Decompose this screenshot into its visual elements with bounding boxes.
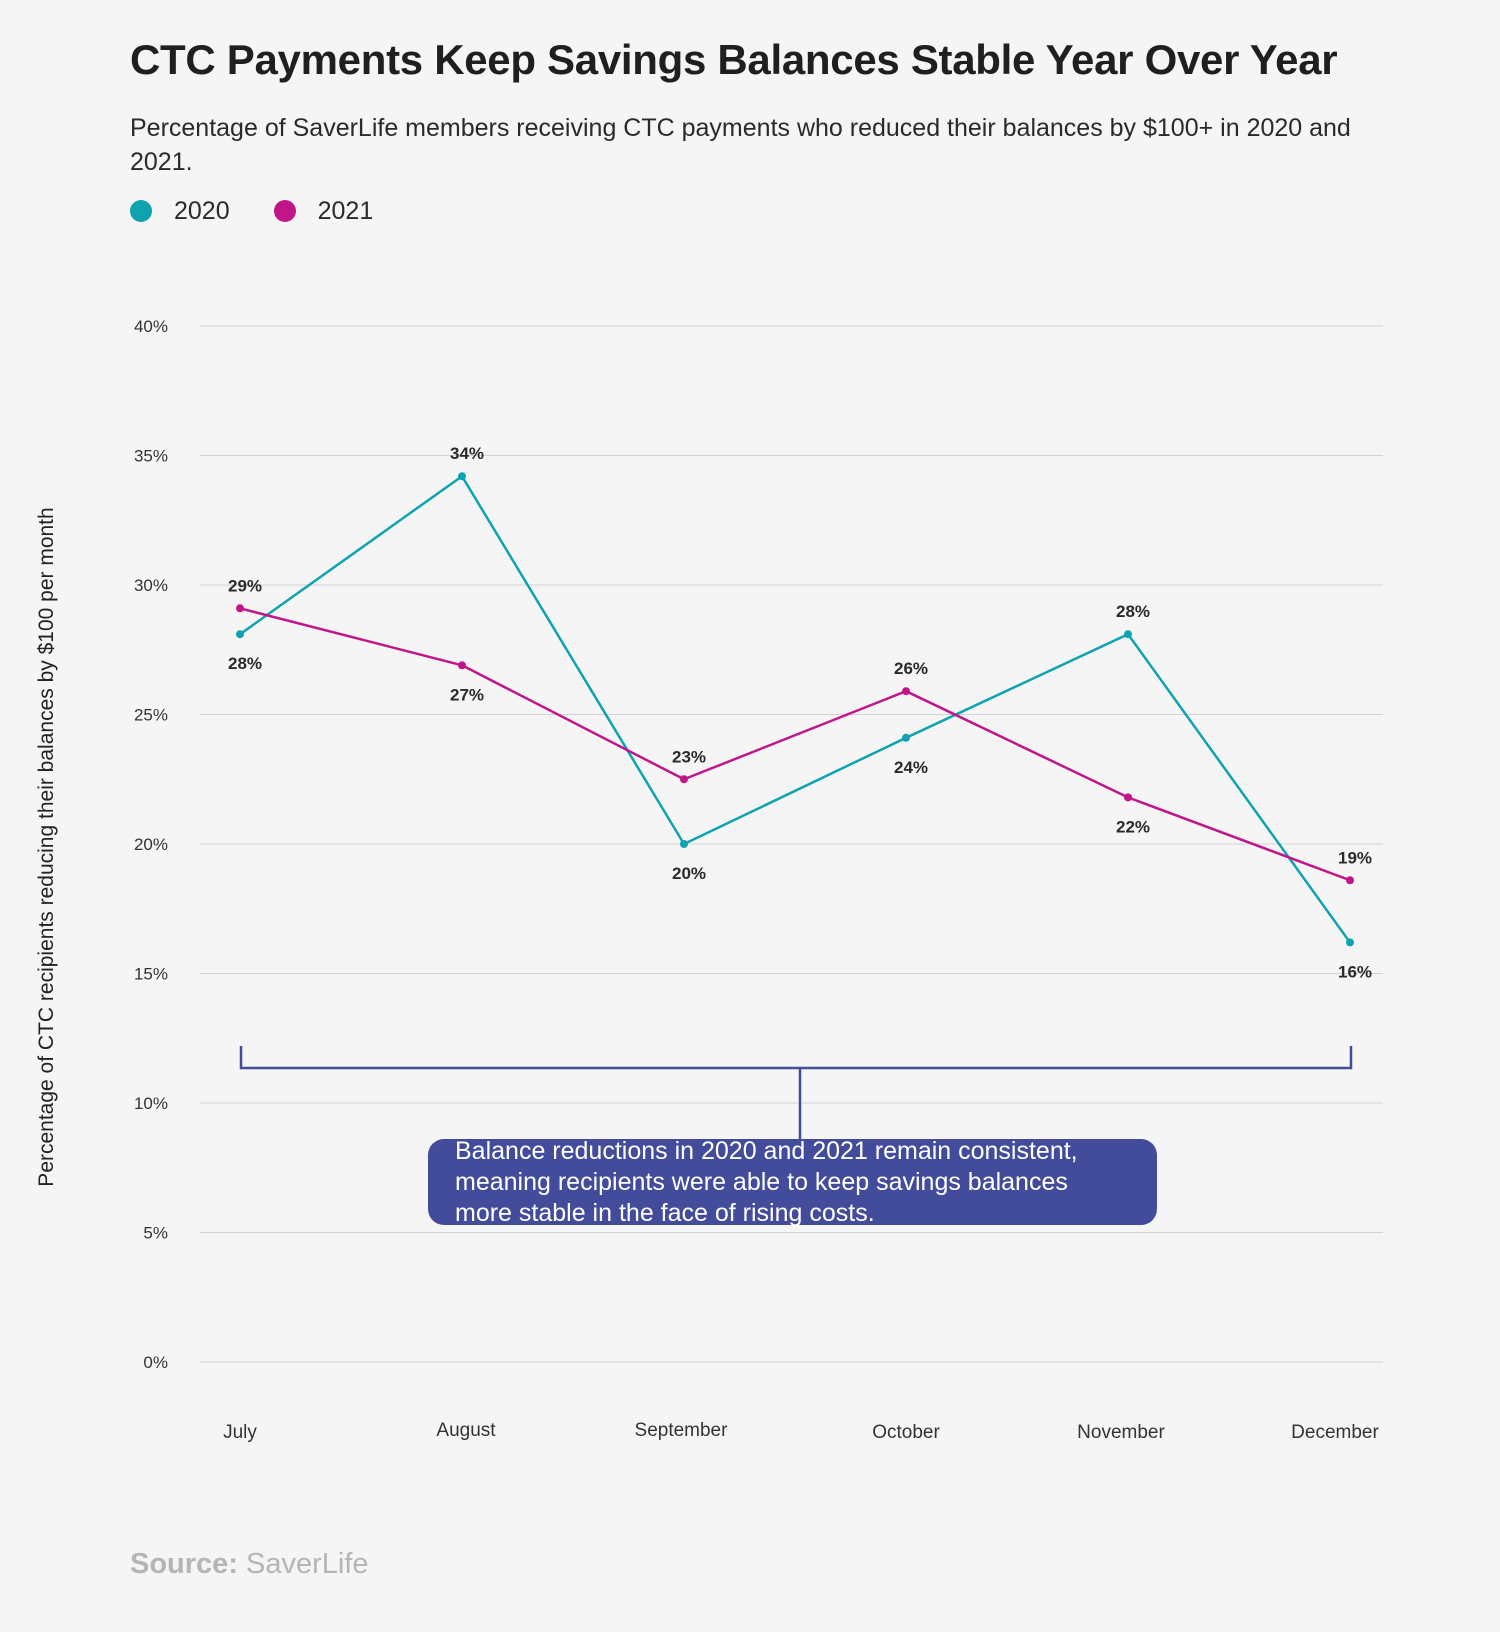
y-axis-title: Percentage of CTC recipients reducing th… [35, 507, 58, 1186]
source-label: Source: [130, 1548, 238, 1580]
data-point-2020 [680, 840, 688, 848]
y-axis-ticks: 0% 5% 10% 15% 20% 25% 30% 35% 40% [134, 317, 168, 1372]
legend: 2020 2021 [130, 194, 417, 228]
legend-label-2020: 2020 [174, 196, 230, 225]
chart-subtitle: Percentage of SaverLife members receivin… [130, 114, 1351, 176]
data-label-2021: 23% [672, 747, 706, 766]
annotation-line-3: more stable in the face of rising costs. [455, 1198, 875, 1227]
x-axis-ticks: July August September October November Decemb… [223, 1420, 1379, 1443]
annotation-line-2: meaning recipients were able to keep sav… [455, 1167, 1068, 1196]
data-point-2021 [236, 604, 244, 613]
x-tick-label: November [1077, 1422, 1165, 1443]
data-label-2020: 20% [672, 864, 706, 883]
y-tick-label: 15% [134, 965, 168, 984]
annotation-line-1: Balance reductions in 2020 and 2021 rema… [455, 1136, 1078, 1165]
bracket-horizontal [239, 1046, 1353, 1070]
y-tick-label: 25% [134, 706, 168, 725]
data-point-2020 [1346, 938, 1354, 947]
legend-label-2021: 2021 [317, 196, 374, 225]
x-tick-label: September [635, 1420, 729, 1441]
data-point-2020 [236, 630, 244, 639]
series-line-2020 [239, 474, 1352, 944]
data-label-2020: 16% [1338, 962, 1372, 981]
y-tick-label: 5% [143, 1224, 168, 1243]
data-point-2020 [1124, 630, 1132, 639]
data-point-2020 [902, 733, 910, 742]
y-tick-label: 0% [143, 1353, 168, 1372]
data-point-2021 [1124, 793, 1132, 802]
gridlines [200, 325, 1383, 1363]
data-label-2021: 29% [228, 576, 262, 595]
y-tick-label: 20% [134, 835, 168, 854]
annotation-text: Balance reductions in 2020 and 2021 rema… [455, 1136, 1078, 1229]
x-tick-label: August [436, 1420, 496, 1441]
data-point-2020 [458, 472, 466, 481]
data-label-2020: 24% [894, 758, 928, 777]
y-tick-label: 30% [134, 576, 168, 595]
annotation-callout: Balance reductions in 2020 and 2021 rema… [428, 1137, 1157, 1227]
data-point-2021 [902, 687, 910, 696]
data-point-2021 [1346, 876, 1354, 885]
x-tick-label: December [1291, 1422, 1379, 1443]
data-label-2020: 28% [1116, 602, 1150, 621]
series-lines [236, 472, 1354, 947]
data-label-2021: 19% [1338, 848, 1372, 867]
source-value: SaverLife [246, 1548, 369, 1580]
y-tick-label: 10% [134, 1094, 168, 1113]
callout-bracket [239, 1046, 1353, 1139]
chart-title: CTC Payments Keep Savings Balances Stabl… [130, 36, 1338, 83]
legend-swatch-2021 [273, 200, 296, 222]
x-tick-label: October [872, 1422, 940, 1443]
legend-item-2021: 2021 [273, 196, 374, 226]
source-note: Source: SaverLife [130, 1548, 369, 1581]
data-point-2021 [680, 775, 688, 784]
data-label-2021: 22% [1116, 817, 1150, 836]
series-line-2021 [239, 607, 1351, 882]
x-tick-label: July [223, 1422, 257, 1443]
data-label-2021: 26% [894, 659, 928, 678]
legend-swatch-2020 [130, 200, 152, 222]
data-label-2020: 34% [450, 444, 484, 463]
data-label-2021: 27% [450, 685, 484, 704]
legend-item-2020: 2020 [130, 197, 230, 226]
y-tick-label: 35% [134, 447, 168, 466]
y-tick-label: 40% [134, 317, 168, 336]
data-labels: 28% 29% 34% 27% 20% 23% 24% 26% 28% 22% 16% 19% [228, 444, 1372, 981]
data-label-2020: 28% [228, 654, 262, 673]
data-point-2021 [458, 661, 466, 670]
